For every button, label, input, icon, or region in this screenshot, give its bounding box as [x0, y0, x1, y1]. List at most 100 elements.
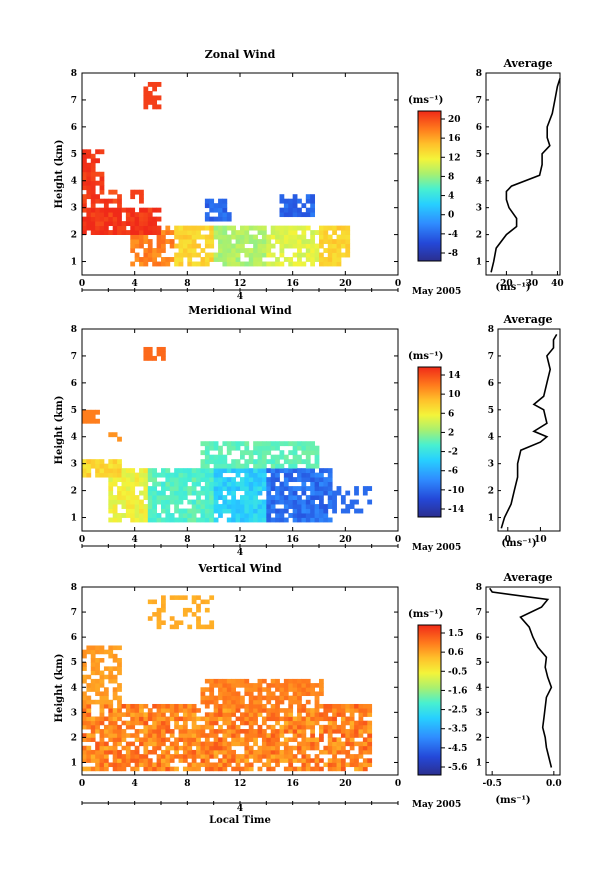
- heatmap-cell: [169, 745, 175, 751]
- heatmap-cell: [156, 612, 162, 617]
- heatmap-cell: [209, 504, 215, 509]
- heatmap-cell: [218, 243, 223, 249]
- heatmap-cell: [209, 198, 215, 204]
- heatmap-cell: [257, 230, 263, 235]
- heatmap-cell: [279, 691, 285, 697]
- heatmap-cell: [178, 472, 184, 478]
- heatmap-cell: [327, 495, 333, 500]
- profile-xlabel: (ms⁻¹): [501, 538, 536, 549]
- heatmap-cell: [117, 729, 122, 734]
- heatmap-cell: [222, 230, 228, 235]
- heatmap-cell: [169, 741, 175, 747]
- heatmap-cell: [226, 239, 232, 244]
- heatmap-cell: [222, 454, 228, 460]
- heatmap-cell: [125, 504, 131, 509]
- heatmap-cell: [244, 737, 250, 742]
- heatmap-cell: [156, 741, 162, 747]
- heatmap-cell: [340, 703, 346, 709]
- heatmap-cell: [95, 745, 100, 751]
- heatmap-cell: [178, 620, 184, 625]
- heatmap-cell: [134, 243, 140, 249]
- heatmap-cell: [99, 649, 105, 655]
- heatmap-cell: [191, 517, 197, 523]
- heatmap-cell: [323, 703, 329, 709]
- heatmap-cell: [143, 472, 149, 478]
- heatmap-cell: [200, 499, 206, 505]
- heatmap-cell: [275, 459, 280, 465]
- heatmap-cell: [266, 459, 272, 465]
- heatmap-cell: [139, 712, 144, 717]
- heatmap-cell: [235, 441, 241, 447]
- heatmap-cell: [288, 695, 294, 701]
- heatmap-cell: [139, 472, 144, 478]
- heatmap-cell: [218, 695, 223, 701]
- heatmap-cell: [90, 666, 96, 671]
- x-tick-label: 12: [234, 279, 247, 289]
- heatmap-cell: [354, 724, 359, 730]
- heatmap-cell: [336, 243, 342, 249]
- heatmap-cell: [279, 517, 285, 523]
- heatmap-cell: [204, 472, 210, 478]
- heatmap-cell: [292, 508, 298, 514]
- heatmap-cell: [99, 212, 105, 218]
- heatmap-cell: [336, 239, 342, 244]
- heatmap-cell: [213, 699, 219, 705]
- heatmap-cell: [196, 607, 201, 613]
- date-axis-label: May 2005: [412, 287, 461, 297]
- heatmap-cell: [305, 499, 311, 505]
- heatmap-cell: [253, 490, 258, 496]
- heatmap-cell: [261, 499, 267, 505]
- heatmap-cell: [279, 687, 285, 692]
- heatmap-cell: [301, 716, 307, 722]
- heatmap-cell: [367, 708, 373, 713]
- heatmap-cell: [292, 695, 298, 701]
- heatmap-cell: [156, 729, 162, 734]
- heatmap-cell: [139, 230, 144, 235]
- heatmap-cell: [187, 486, 193, 491]
- heatmap-cell: [108, 724, 114, 730]
- heatmap-cell: [314, 683, 320, 688]
- heatmap-cell: [187, 712, 193, 717]
- heatmap-cell: [288, 766, 294, 772]
- heatmap-cell: [182, 716, 188, 722]
- heatmap-cell: [143, 225, 149, 231]
- heatmap-cell: [156, 754, 162, 759]
- heatmap-cell: [283, 459, 289, 465]
- colorbar-tick-label: 1.5: [448, 629, 464, 639]
- heatmap-cell: [288, 463, 294, 469]
- heatmap-cell: [204, 225, 210, 231]
- heatmap-cell: [86, 194, 92, 200]
- heatmap-cell: [248, 712, 254, 717]
- heatmap-cell: [218, 216, 223, 222]
- heatmap-cell: [143, 517, 149, 523]
- heatmap-cell: [327, 729, 333, 734]
- heatmap-cell: [95, 754, 100, 759]
- heatmap-cell: [156, 517, 162, 523]
- heatmap-cell: [108, 737, 114, 742]
- heatmap-cell: [152, 207, 158, 213]
- heatmap-cell: [345, 708, 351, 713]
- heatmap-cell: [231, 683, 237, 688]
- heatmap-cell: [152, 225, 158, 231]
- heatmap-cell: [257, 754, 263, 759]
- heatmap-cell: [253, 703, 258, 709]
- heatmap-cell: [196, 741, 201, 747]
- heatmap-cell: [117, 754, 122, 759]
- heatmap-cell: [288, 261, 294, 267]
- heatmap-cell: [235, 695, 241, 701]
- heatmap-cell: [240, 716, 245, 722]
- heatmap-cell: [147, 599, 153, 605]
- heatmap-cell: [292, 724, 298, 730]
- heatmap-cell: [139, 490, 144, 496]
- colorbar-scale: [417, 110, 442, 262]
- heatmap-cell: [134, 758, 140, 763]
- heatmap-cell: [156, 720, 162, 726]
- heatmap-cell: [288, 477, 294, 483]
- heatmap-cell: [112, 499, 118, 505]
- heatmap-cell: [86, 418, 92, 424]
- heatmap-cell: [266, 508, 272, 514]
- heatmap-cell: [82, 724, 87, 730]
- heatmap-cell: [86, 409, 92, 415]
- heatmap-cell: [117, 194, 122, 200]
- heatmap-cell: [279, 454, 285, 460]
